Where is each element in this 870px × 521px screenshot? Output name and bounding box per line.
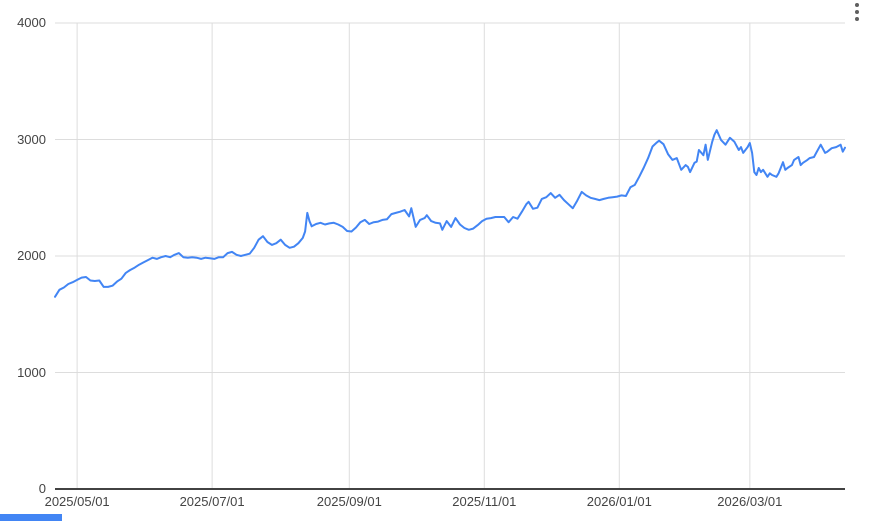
y-axis-tick-label: 1000: [17, 364, 46, 380]
x-axis-tick-label: 2026/01/01: [586, 494, 652, 509]
y-axis-tick-label: 0: [38, 481, 46, 496]
x-axis-tick-label: 2025/05/01: [44, 494, 110, 509]
y-axis-tick-label: 2000: [17, 248, 46, 263]
gridlines: [55, 22, 845, 489]
kebab-menu-icon: [855, 17, 859, 21]
x-axis-tick-label: 2025/11/01: [452, 494, 517, 509]
series-line: [54, 129, 846, 298]
x-axis-tick-label: 2026/03/01: [717, 494, 783, 509]
kebab-menu-icon: [855, 10, 859, 14]
y-axis-tick-label: 3000: [17, 131, 46, 147]
chart-more-options-button[interactable]: [850, 2, 864, 27]
x-axis-tick-label: 2025/09/01: [316, 494, 382, 509]
data-series-line: [54, 129, 846, 298]
bottom-scrollbar-thumb[interactable]: [0, 514, 62, 521]
y-axis-tick-label: 4000: [17, 15, 46, 30]
kebab-menu-icon: [855, 3, 859, 7]
x-axis-tick-label: 2025/07/01: [179, 494, 245, 509]
